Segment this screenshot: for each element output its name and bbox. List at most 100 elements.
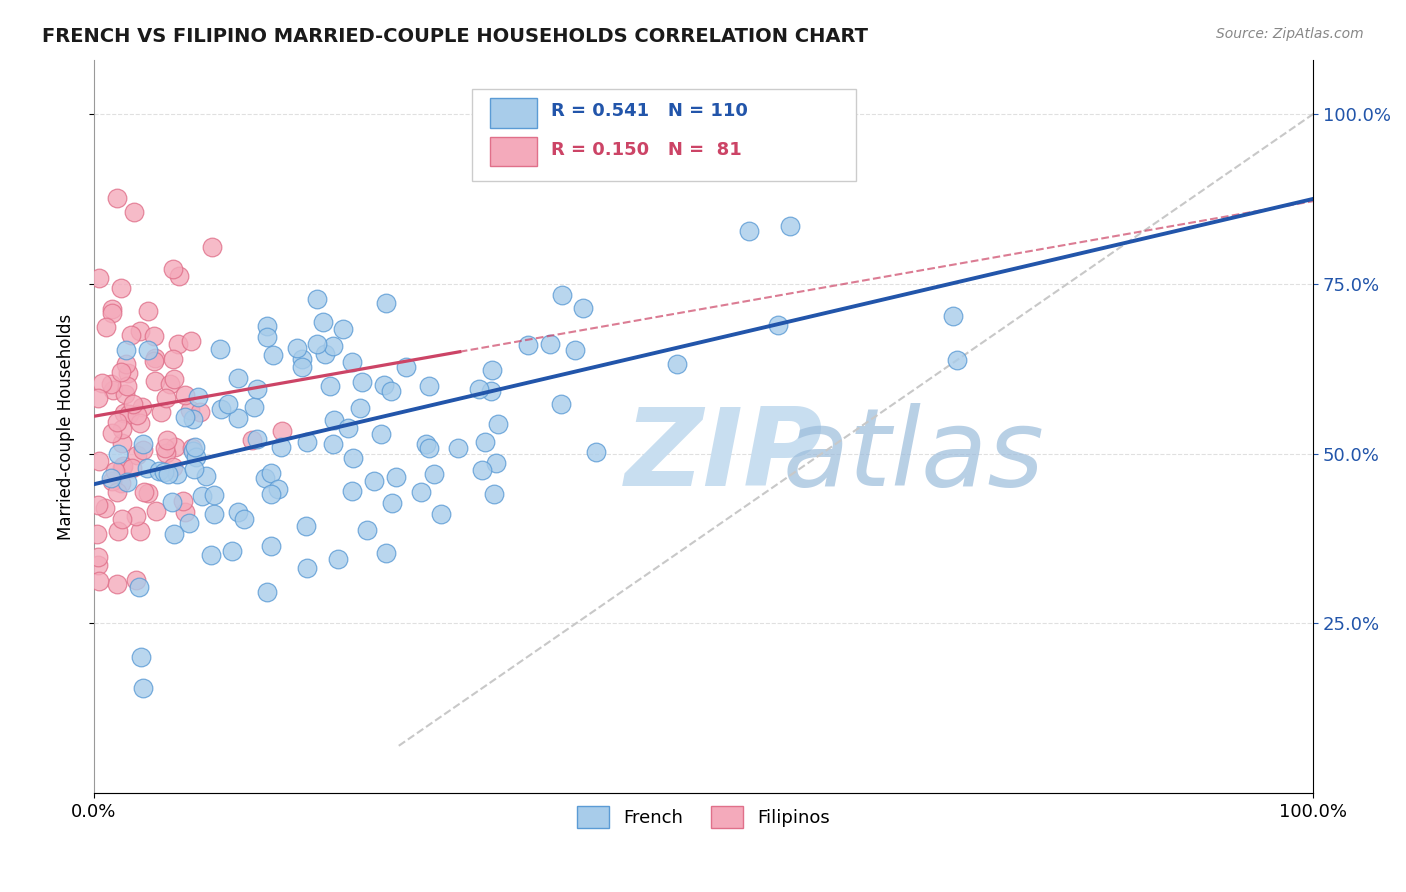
Point (319, 378, 342, 392)
Point (485, 456, 508, 470)
Point (101, 474, 124, 488)
Point (363, 474, 385, 488)
Point (167, 268, 190, 283)
Point (246, 382, 269, 396)
Point (370, 427, 392, 442)
Point (105, 191, 128, 205)
Point (105, 415, 128, 429)
Point (737, 224, 759, 238)
Point (188, 405, 211, 419)
Point (112, 406, 135, 420)
Point (162, 351, 184, 366)
Point (481, 362, 503, 376)
Point (270, 441, 292, 455)
Point (946, 352, 969, 367)
Point (418, 379, 440, 393)
Point (202, 488, 225, 502)
Point (145, 504, 167, 518)
Point (336, 421, 359, 435)
Point (295, 519, 318, 533)
Point (153, 441, 176, 455)
Point (86, 498, 108, 512)
Point (103, 383, 125, 397)
Point (138, 303, 160, 318)
Point (538, 337, 561, 351)
Point (260, 466, 283, 480)
Point (233, 512, 256, 526)
Point (256, 318, 278, 333)
Point (162, 262, 184, 277)
Text: R = 0.150   N =  81: R = 0.150 N = 81 (551, 141, 742, 159)
Point (267, 483, 290, 497)
Point (217, 397, 239, 411)
Point (101, 425, 124, 440)
Point (305, 336, 328, 351)
Point (131, 400, 153, 414)
Point (340, 355, 363, 369)
Point (380, 384, 402, 398)
Point (326, 551, 349, 566)
Point (159, 376, 181, 391)
Point (322, 413, 344, 427)
Point (110, 422, 132, 436)
Point (163, 526, 186, 541)
Point (179, 516, 201, 530)
FancyBboxPatch shape (491, 98, 537, 128)
Point (89, 271, 111, 285)
Point (375, 546, 398, 560)
Point (94, 500, 117, 515)
Point (143, 354, 166, 368)
Point (479, 384, 502, 398)
Point (411, 484, 433, 499)
Point (665, 357, 688, 371)
Point (179, 403, 201, 417)
Point (105, 484, 128, 499)
Point (111, 435, 134, 450)
Point (111, 461, 134, 475)
Point (385, 470, 408, 484)
Point (260, 539, 283, 553)
Point (117, 407, 139, 421)
Point (395, 359, 418, 374)
FancyBboxPatch shape (491, 136, 537, 166)
Point (101, 301, 124, 316)
Point (149, 405, 172, 419)
Point (209, 401, 232, 416)
Point (314, 347, 336, 361)
Point (550, 397, 572, 411)
Point (87, 454, 110, 468)
Point (111, 459, 134, 474)
Point (474, 434, 496, 449)
Point (202, 507, 225, 521)
Point (122, 397, 145, 411)
Point (156, 433, 179, 447)
Point (115, 475, 138, 490)
Point (173, 388, 195, 402)
Point (163, 372, 186, 386)
Point (322, 437, 344, 451)
Point (107, 447, 129, 461)
Point (86, 549, 108, 564)
Point (110, 280, 132, 294)
Point (768, 318, 790, 332)
Point (94, 319, 117, 334)
Point (226, 411, 249, 425)
Point (129, 650, 152, 665)
Point (484, 487, 506, 501)
Point (285, 342, 308, 356)
Point (117, 379, 139, 393)
Point (779, 219, 801, 233)
Text: Source: ZipAtlas.com: Source: ZipAtlas.com (1216, 27, 1364, 41)
Point (191, 489, 214, 503)
Point (243, 400, 266, 414)
Point (129, 417, 152, 431)
Point (551, 288, 574, 302)
Point (322, 339, 344, 353)
Point (114, 387, 136, 401)
Text: atlas: atlas (783, 403, 1045, 508)
Point (110, 365, 132, 379)
Point (471, 463, 494, 477)
Point (129, 524, 152, 538)
Point (136, 486, 159, 500)
Point (173, 505, 195, 519)
